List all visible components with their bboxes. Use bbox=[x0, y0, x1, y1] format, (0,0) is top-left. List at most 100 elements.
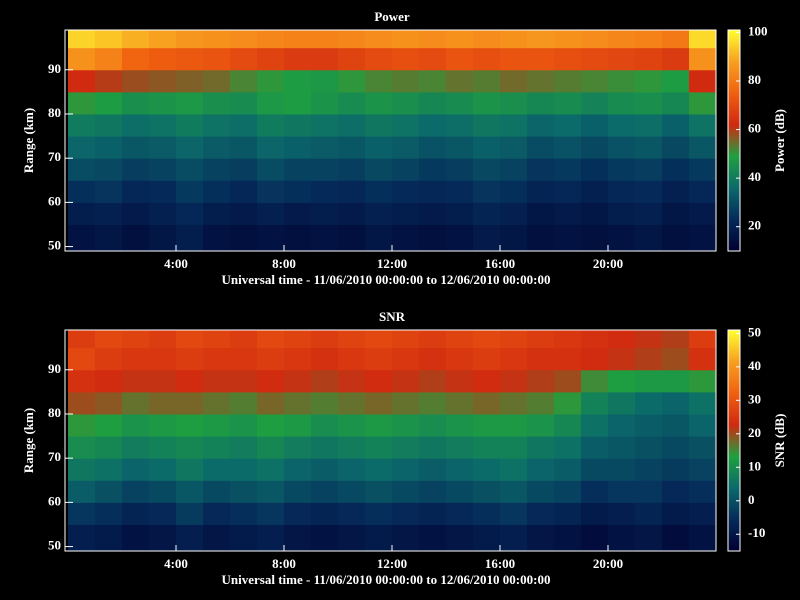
panel-title: Power bbox=[374, 9, 410, 24]
heatmap-cell bbox=[635, 30, 663, 49]
heatmap-cell bbox=[392, 330, 420, 349]
heatmap-cell bbox=[689, 136, 717, 159]
heatmap-cell bbox=[635, 47, 663, 71]
x-axis-label: Universal time - 11/06/2010 00:00:00 to … bbox=[222, 572, 551, 587]
heatmap-cell bbox=[95, 30, 123, 49]
x-tick-label: 4:00 bbox=[164, 256, 188, 271]
colorbar-label: SNR (dB) bbox=[772, 414, 787, 468]
heatmap-cell bbox=[689, 458, 717, 481]
heatmap-cell bbox=[500, 347, 528, 371]
y-tick-label: 70 bbox=[48, 149, 61, 164]
heatmap-cell bbox=[230, 69, 258, 93]
heatmap-cell bbox=[500, 224, 528, 252]
heatmap-cell bbox=[257, 113, 285, 137]
heatmap-cell bbox=[257, 202, 285, 225]
heatmap-cell bbox=[662, 436, 690, 459]
heatmap-cell bbox=[554, 458, 582, 481]
heatmap-cell bbox=[365, 524, 393, 552]
heatmap-cell bbox=[203, 69, 231, 93]
heatmap-cell bbox=[689, 524, 717, 552]
heatmap-cell bbox=[554, 91, 582, 115]
heatmap-cell bbox=[608, 69, 636, 93]
heatmap-cell bbox=[419, 113, 447, 137]
heatmap-cell bbox=[122, 136, 150, 159]
heatmap-cell bbox=[257, 30, 285, 49]
y-tick-label: 70 bbox=[48, 449, 61, 464]
heatmap-cell bbox=[149, 91, 177, 115]
heatmap-cell bbox=[446, 158, 474, 181]
heatmap-cell bbox=[689, 91, 717, 115]
heatmap-cell bbox=[446, 47, 474, 71]
heatmap-cell bbox=[635, 180, 663, 203]
heatmap-cell bbox=[122, 369, 150, 393]
heatmap-cell bbox=[581, 30, 609, 49]
heatmap-cell bbox=[284, 330, 312, 349]
heatmap-cell bbox=[176, 180, 204, 203]
heatmap-cell bbox=[446, 113, 474, 137]
heatmap-cell bbox=[392, 369, 420, 393]
heatmap-cell bbox=[257, 436, 285, 459]
heatmap-cell bbox=[149, 47, 177, 71]
heatmap-cell bbox=[446, 224, 474, 252]
heatmap-cell bbox=[95, 458, 123, 481]
heatmap-cell bbox=[68, 480, 96, 503]
heatmap-cell bbox=[365, 502, 393, 525]
heatmap-cell bbox=[284, 69, 312, 93]
heatmap-cell bbox=[95, 202, 123, 225]
heatmap-cell bbox=[581, 202, 609, 225]
colorbar-tick-label: 40 bbox=[748, 358, 761, 373]
heatmap-cell bbox=[230, 347, 258, 371]
heatmap-cell bbox=[365, 202, 393, 225]
heatmap-cell bbox=[527, 369, 555, 393]
heatmap-cell bbox=[95, 524, 123, 552]
heatmap-cell bbox=[149, 458, 177, 481]
heatmap-cell bbox=[581, 158, 609, 181]
heatmap-cell bbox=[149, 347, 177, 371]
heatmap-cell bbox=[338, 202, 366, 225]
heatmap-cell bbox=[284, 136, 312, 159]
heatmap-cell bbox=[473, 436, 501, 459]
heatmap-cell bbox=[500, 391, 528, 415]
heatmap-cell bbox=[284, 369, 312, 393]
heatmap-cell bbox=[149, 136, 177, 159]
heatmap-cell bbox=[581, 391, 609, 415]
heatmap-cell bbox=[662, 224, 690, 252]
heatmap-cell bbox=[689, 502, 717, 525]
heatmap-cell bbox=[95, 180, 123, 203]
heatmap-cell bbox=[473, 91, 501, 115]
heatmap-cell bbox=[527, 480, 555, 503]
heatmap-cell bbox=[635, 158, 663, 181]
heatmap-cell bbox=[446, 91, 474, 115]
heatmap-cell bbox=[203, 391, 231, 415]
heatmap-cell bbox=[635, 224, 663, 252]
heatmap-cell bbox=[419, 347, 447, 371]
heatmap-cell bbox=[257, 136, 285, 159]
heatmap-cell bbox=[176, 502, 204, 525]
heatmap-cell bbox=[527, 69, 555, 93]
heatmap-cell bbox=[122, 202, 150, 225]
heatmap-cell bbox=[284, 224, 312, 252]
heatmap-cell bbox=[122, 458, 150, 481]
heatmap-cell bbox=[446, 180, 474, 203]
heatmap-cell bbox=[230, 330, 258, 349]
heatmap-cell bbox=[554, 136, 582, 159]
heatmap-cell bbox=[176, 330, 204, 349]
heatmap-cell bbox=[689, 180, 717, 203]
heatmap-cell bbox=[554, 224, 582, 252]
heatmap-cell bbox=[500, 369, 528, 393]
heatmap-cell bbox=[68, 69, 96, 93]
heatmap-cell bbox=[689, 113, 717, 137]
heatmap-cell bbox=[230, 458, 258, 481]
heatmap-cell bbox=[284, 524, 312, 552]
heatmap-cell bbox=[662, 47, 690, 71]
heatmap-cell bbox=[662, 347, 690, 371]
y-tick-label: 80 bbox=[48, 105, 61, 120]
heatmap-cell bbox=[419, 391, 447, 415]
heatmap-cell bbox=[392, 136, 420, 159]
heatmap-cell bbox=[419, 330, 447, 349]
heatmap-cell bbox=[338, 480, 366, 503]
y-tick-label: 90 bbox=[48, 361, 61, 376]
colorbar-tick-label: 20 bbox=[748, 218, 761, 233]
heatmap-cell bbox=[500, 136, 528, 159]
